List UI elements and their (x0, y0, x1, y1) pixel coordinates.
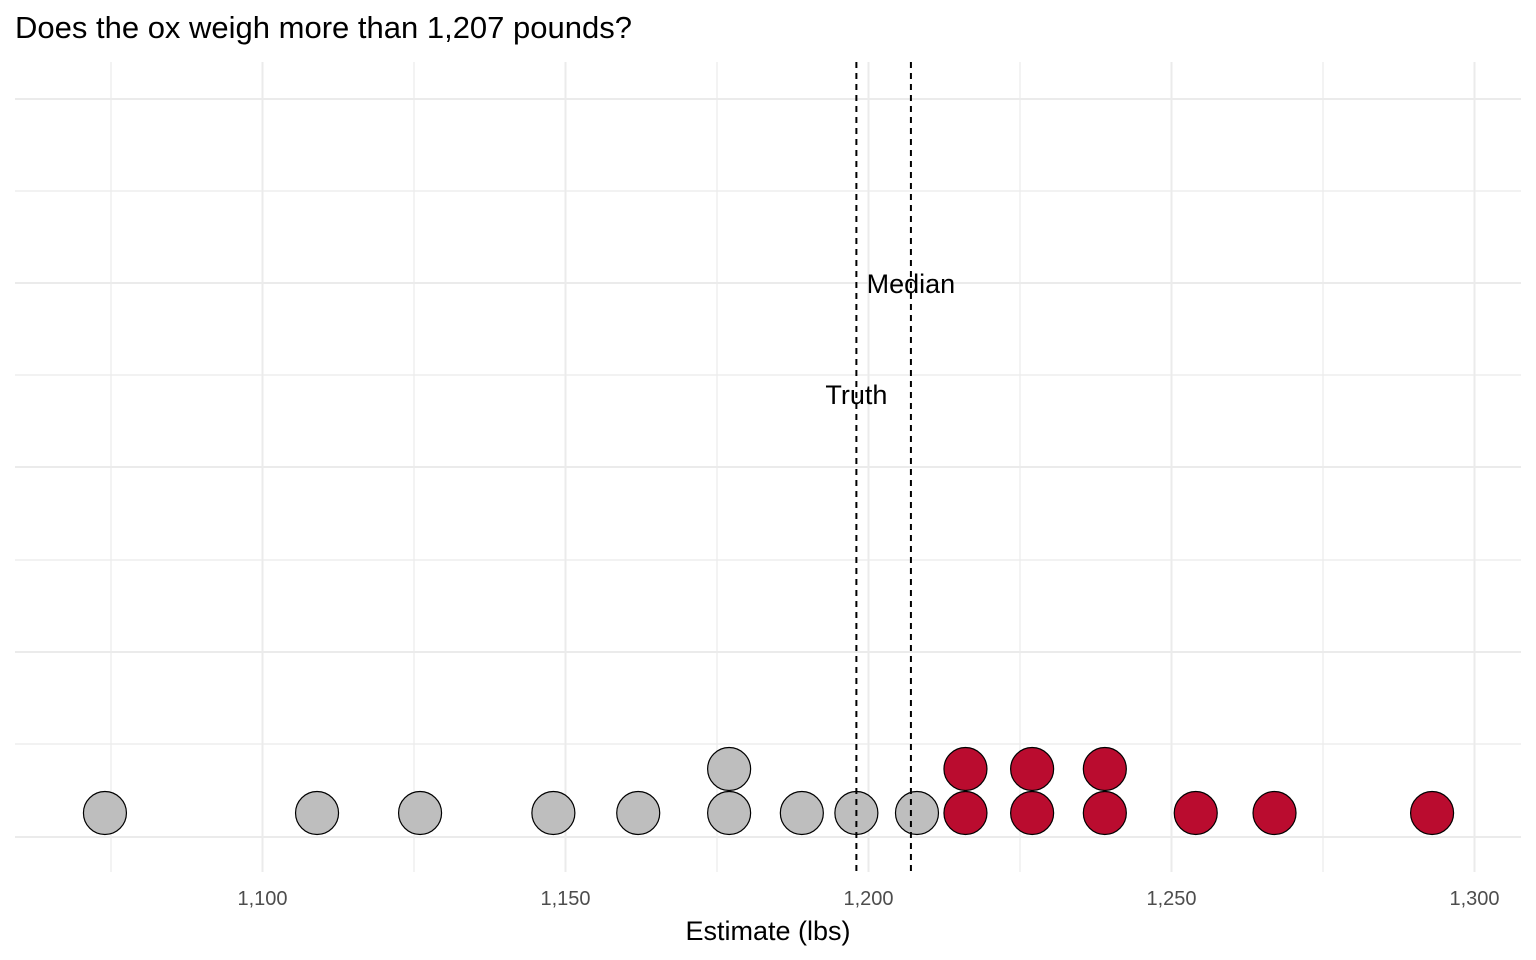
data-point-above (1252, 790, 1297, 836)
x-tick-label: 1,100 (237, 888, 287, 910)
data-point-above (1010, 790, 1055, 836)
data-point-above (1010, 746, 1055, 792)
reference-lines-layer: Truth Median (825, 62, 955, 872)
x-tick-label: 1,250 (1146, 888, 1196, 910)
data-point-below (616, 790, 661, 836)
data-point-above (1082, 790, 1127, 836)
data-point-above (943, 790, 988, 836)
data-point-below (707, 746, 752, 792)
x-tick-label: 1,150 (540, 888, 590, 910)
chart-title: Does the ox weigh more than 1,207 pounds… (15, 10, 632, 45)
x-tick-labels: 1,100 1,150 1,200 1,250 1,300 (237, 888, 1499, 910)
data-point-below (397, 790, 443, 836)
point-layer (82, 746, 1455, 836)
data-point-below (294, 790, 340, 836)
data-point-below (707, 790, 752, 836)
reference-label-truth: Truth (825, 380, 887, 410)
reference-label-median: Median (867, 269, 956, 299)
data-point-below (894, 790, 940, 836)
data-point-below (82, 790, 128, 836)
data-point-above (943, 746, 988, 792)
data-point-below (779, 790, 824, 836)
data-point-below (531, 790, 576, 836)
data-point-above (1082, 746, 1127, 792)
data-point-above (1173, 790, 1218, 836)
grid-layer (15, 62, 1521, 872)
x-tick-label: 1,300 (1449, 888, 1499, 910)
data-point-above (1409, 790, 1455, 836)
x-tick-label: 1,200 (843, 888, 893, 910)
x-axis-title: Estimate (lbs) (685, 916, 850, 946)
